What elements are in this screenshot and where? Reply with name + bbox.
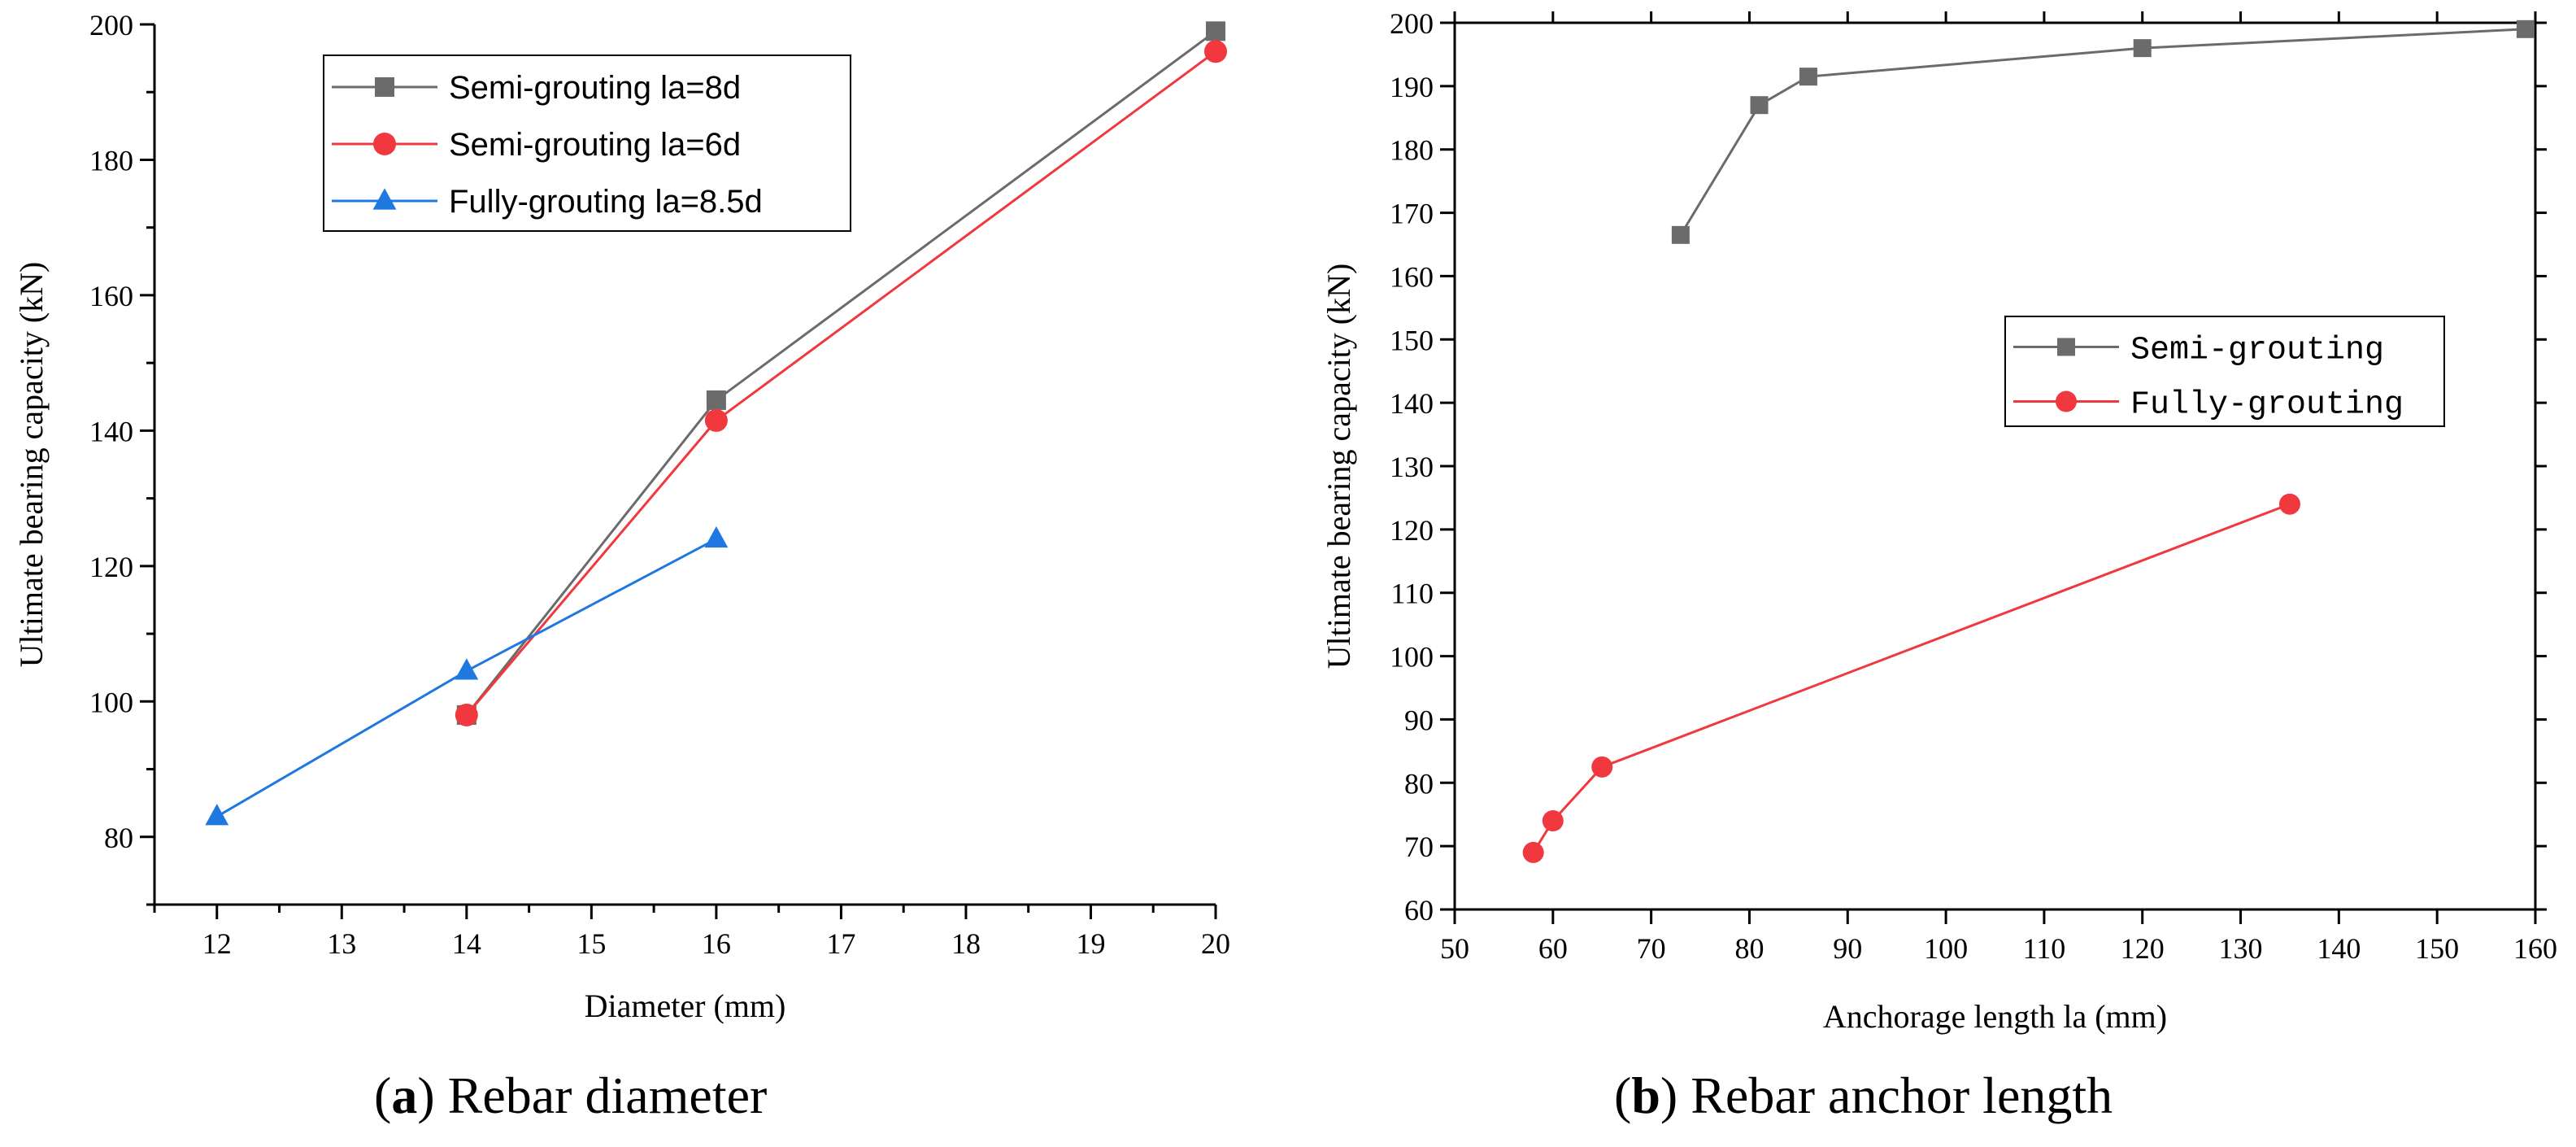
- legend-marker: [2056, 390, 2077, 412]
- y-tick-label: 130: [1390, 451, 1434, 483]
- caption-paren-close: ): [1660, 1066, 1690, 1124]
- axes: 12 13 14 15 16 17 18 19 20 80 100 120 140 160 180 200: [89, 9, 1230, 960]
- x-tick-label: 17: [826, 927, 855, 960]
- x-tick-label: 13: [327, 927, 356, 960]
- y-tick-label: 70: [1404, 831, 1434, 863]
- series-2: [455, 40, 1227, 726]
- data-point: [205, 804, 229, 826]
- y-tick-label: 80: [1404, 767, 1434, 800]
- figure-caption: (b) Rebar anchor length: [1614, 1066, 2113, 1124]
- legend-label: Semi-grouting: [2130, 333, 2384, 369]
- y-axis-title: Ultimate bearing capacity (kN): [13, 262, 50, 668]
- legend-marker: [2057, 338, 2075, 356]
- axes: 50 60 70 80 90 100 110 120 130 140 150 160607080901…: [1390, 7, 2557, 965]
- legend-label: Semi-grouting la=8d: [449, 70, 741, 106]
- x-tick-label: 110: [2023, 932, 2066, 965]
- y-tick-label: 190: [1390, 71, 1434, 103]
- caption-text: Rebar diameter: [448, 1066, 768, 1124]
- data-point: [2516, 20, 2535, 38]
- y-tick-label: 100: [1390, 641, 1434, 674]
- caption-letter: a: [391, 1066, 417, 1124]
- caption-paren-open: (: [1614, 1066, 1631, 1124]
- y-tick-label: 150: [1390, 324, 1434, 356]
- data-point: [1206, 21, 1225, 41]
- legend-marker: [375, 77, 394, 97]
- y-tick-label: 170: [1390, 198, 1434, 230]
- x-axis-title: Diameter (mm): [585, 988, 786, 1024]
- x-tick-label: 120: [2121, 932, 2165, 965]
- caption-text: Rebar anchor length: [1690, 1066, 2113, 1124]
- y-tick-label: 180: [1390, 134, 1434, 167]
- y-tick-label: 60: [1404, 894, 1434, 927]
- legend-label: Fully-grouting la=8.5d: [449, 184, 763, 220]
- data-point: [1204, 40, 1227, 63]
- x-tick-label: 70: [1637, 932, 1666, 965]
- data-point: [1591, 756, 1613, 778]
- y-tick-label: 90: [1404, 704, 1434, 736]
- legend-label: Fully-grouting: [2130, 387, 2404, 424]
- y-tick-label: 80: [104, 822, 133, 854]
- series-line: [1679, 28, 2526, 236]
- x-tick-label: 14: [452, 927, 481, 960]
- y-tick-label: 160: [1390, 260, 1434, 293]
- data-point: [2133, 39, 2152, 58]
- caption-paren-close: ): [417, 1066, 447, 1124]
- y-tick-label: 100: [89, 686, 133, 718]
- series-2: [1522, 493, 2300, 863]
- x-tick-label: 150: [2415, 932, 2459, 965]
- series-3: [205, 526, 729, 826]
- data-point: [1799, 68, 1817, 86]
- y-tick-label: 140: [1390, 387, 1434, 420]
- data-point: [1542, 810, 1564, 831]
- x-tick-label: 15: [577, 927, 606, 960]
- data-point: [1671, 225, 1690, 244]
- data-point: [455, 703, 478, 726]
- data-point: [706, 390, 726, 410]
- x-tick-label: 16: [702, 927, 731, 960]
- x-tick-label: 19: [1076, 927, 1105, 960]
- legend-label: Semi-grouting la=6d: [449, 127, 741, 163]
- data-point: [1750, 96, 1769, 115]
- legend: Semi-grouting la=8d Semi-grouting la=6d Fu…: [323, 55, 851, 232]
- data-point: [1522, 841, 1544, 863]
- figure-caption: (a) Rebar diameter: [374, 1066, 767, 1124]
- x-axis-title: Anchorage length la (mm): [1823, 998, 2167, 1035]
- legend-marker: [372, 188, 397, 210]
- data-point: [2278, 493, 2300, 515]
- legend-marker: [373, 133, 396, 155]
- x-tick-label: 90: [1833, 932, 1862, 965]
- y-tick-label: 160: [89, 280, 133, 312]
- y-tick-label: 140: [89, 415, 133, 447]
- legend-box: [2004, 316, 2445, 427]
- x-tick-label: 140: [2317, 932, 2361, 965]
- data-point: [455, 658, 479, 680]
- y-tick-label: 110: [1390, 578, 1434, 610]
- x-tick-label: 50: [1440, 932, 1469, 965]
- series-1: [1671, 20, 2535, 244]
- legend: Semi-grouting Fully-grouting: [2004, 316, 2445, 427]
- x-tick-label: 60: [1538, 932, 1568, 965]
- y-tick-label: 120: [1390, 514, 1434, 547]
- caption-letter: b: [1631, 1066, 1660, 1124]
- y-tick-label: 200: [89, 9, 133, 41]
- x-tick-label: 130: [2219, 932, 2263, 965]
- x-tick-label: 160: [2513, 932, 2557, 965]
- y-axis-title: Ultimate bearing capacity (kN): [1321, 264, 1357, 669]
- y-tick-label: 180: [89, 144, 133, 177]
- x-tick-label: 12: [202, 927, 232, 960]
- y-tick-label: 200: [1390, 7, 1434, 40]
- data-point: [704, 526, 729, 548]
- y-tick-label: 120: [89, 551, 133, 583]
- chart-a: 12 13 14 15 16 17 18 19 20 80 100 120 140 160 180 200 Ul…: [13, 9, 1230, 1124]
- x-tick-label: 20: [1201, 927, 1230, 960]
- x-tick-label: 18: [951, 927, 981, 960]
- caption-paren-open: (: [374, 1066, 391, 1124]
- data-point: [704, 408, 728, 432]
- chart-b: 50 60 70 80 90 100 110 120 130 140 150 160607080901…: [1321, 7, 2557, 1124]
- x-tick-label: 100: [1924, 932, 1968, 965]
- x-tick-label: 80: [1734, 932, 1764, 965]
- series-line: [1532, 503, 2291, 853]
